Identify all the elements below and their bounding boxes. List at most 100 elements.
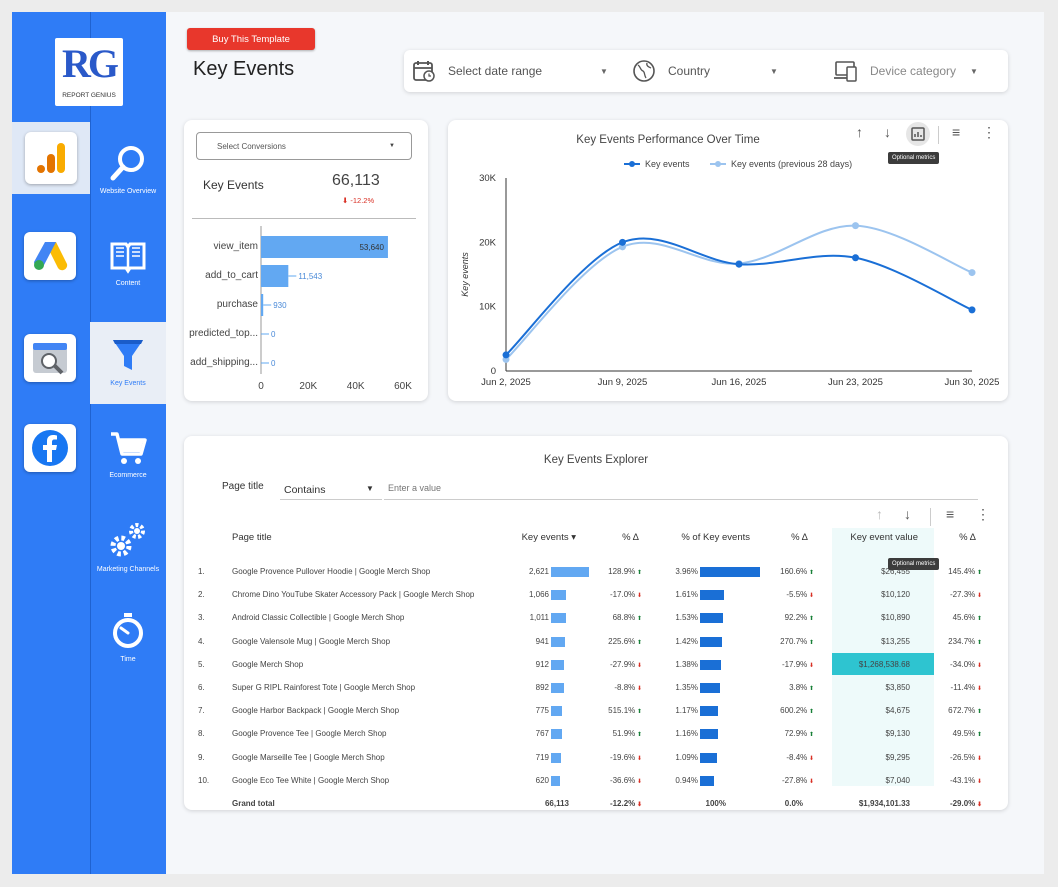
sort-descending-icon[interactable]: ↓ [884,124,891,140]
row-page-title[interactable]: Google Provence Tee | Google Merch Shop [232,729,387,739]
arrow-up-icon: ⬆ [807,639,814,646]
row-page-title[interactable]: Google Valensole Mug | Google Merch Shop [232,636,391,646]
row-key-event-value: $26,455 [881,567,910,576]
inline-bar [551,659,564,670]
filter-value-input[interactable] [384,476,978,500]
arrow-down-icon: ⬇ [635,778,642,785]
nav-item-key-events[interactable]: Key Events [90,322,166,404]
more-options-icon[interactable]: ⋮ [976,506,990,522]
filter-icon[interactable]: ≡ [946,506,955,522]
arrow-up-icon: ⬆ [635,709,642,716]
arrow-up-icon: ⬆ [975,732,982,739]
sort-ascending-icon[interactable]: ↑ [856,124,863,140]
facebook-app[interactable] [24,424,76,472]
filter-bar: Select date range ▼ Country ▼ Device cat… [404,50,1008,92]
chart-title: Key Events Performance Over Time [576,134,760,146]
country-filter[interactable]: Country ▼ [632,50,782,92]
nav-item-content[interactable]: Content [90,224,166,306]
globe-icon [633,60,655,82]
row-page-title[interactable]: Google Provence Pullover Hoodie | Google… [232,567,431,576]
explorer-title: Key Events Explorer [543,454,649,466]
row-key-events: 775 [535,706,549,716]
report-genius-logo[interactable]: RG REPORT GENIUS [55,38,123,106]
legend-label: Key events [645,159,690,169]
bar-category-label: add_shipping... [190,357,258,368]
optional-metrics-tooltip: Optional metrics [888,558,940,570]
row-page-title[interactable]: Android Classic Collectible | Google Mer… [232,613,405,623]
chevron-down-icon: ▼ [970,66,978,76]
series-line [505,224,973,361]
row-page-title[interactable]: Google Harbor Backpack | Google Merch Sh… [232,706,400,716]
row-number: 5. [198,659,205,669]
row-page-title[interactable]: Google Marseille Tee | Google Merch Shop [232,752,385,762]
row-key-events: 2,621 [528,567,549,576]
row-key-event-value: $9,295 [885,752,910,762]
sort-ascending-icon[interactable]: ↑ [876,506,883,522]
nav-item-website-overview[interactable]: Website Overview [90,130,166,212]
grand-total-delta: -29.0% ⬇ [949,799,982,808]
nav-item-time[interactable]: Time [90,596,166,678]
bar-value-label: 0 [271,359,276,368]
column-header-delta[interactable]: % Δ [791,532,808,543]
logo-mark: RG [62,41,119,86]
logo-name: REPORT GENIUS [62,92,116,99]
bar-x-tick-label: 0 [258,381,264,392]
device-category-filter[interactable]: Device category ▼ [834,50,994,92]
series-point [852,254,859,262]
device-category-label: Device category [870,64,957,78]
date-range-filter[interactable]: Select date range ▼ [412,50,616,92]
arrow-up-icon: ⬆ [635,570,642,576]
google-analytics-app[interactable] [12,122,90,194]
select-conversions-dropdown[interactable]: Select Conversions ▼ [196,132,412,160]
row-page-title[interactable]: Chrome Dino YouTube Skater Accessory Pac… [232,590,475,600]
arrow-down-icon: ⬇ [975,593,982,600]
column-header-delta[interactable]: % Δ [959,532,976,543]
search-console-app[interactable] [24,334,76,382]
arrow-down-icon: ⬇ [975,778,982,785]
row-delta: 72.9% ⬆ [784,729,814,739]
row-delta: -8.8% ⬇ [614,683,642,692]
bar-value-label: 0 [271,330,276,339]
row-key-events: 941 [535,636,549,646]
row-page-title[interactable]: Google Eco Tee White | Google Merch Shop [232,775,390,785]
magnifier-icon [110,146,144,181]
bar [261,236,388,258]
series-point [502,351,510,359]
x-tick-label: Jun 9, 2025 [598,377,648,388]
series-point [852,222,859,230]
filter-icon[interactable]: ≡ [952,124,961,140]
column-header-delta[interactable]: % Δ [622,532,639,543]
chevron-down-icon: ▼ [600,66,608,76]
sort-descending-icon[interactable]: ↓ [904,506,911,522]
arrow-down-icon: ⬇ [975,686,982,692]
row-key-events: 767 [535,729,549,739]
y-tick-label: 30K [479,173,497,184]
column-header-pct-key-events[interactable]: % of Key events [681,532,750,543]
bar-category-label: purchase [217,299,259,310]
x-tick-label: Jun 16, 2025 [712,377,767,388]
column-header-key-events[interactable]: Key events ▾ [521,532,576,543]
row-pct-key-events: 1.42% [675,636,698,646]
y-tick-label: 20K [479,237,497,248]
row-pct-key-events: 1.38% [675,659,698,669]
funnel-icon [113,340,143,370]
row-page-title[interactable]: Google Merch Shop [232,659,304,669]
row-key-events: 1,011 [529,613,549,623]
more-options-icon[interactable]: ⋮ [982,124,996,140]
optional-metrics-button[interactable] [906,122,930,146]
grand-total-label: Grand total [232,799,275,808]
column-header-key-event-value[interactable]: Key event value [850,532,918,543]
google-ads-app[interactable] [24,232,76,280]
row-delta: 225.6% ⬆ [608,636,642,646]
row-delta: -8.4% ⬇ [786,752,814,762]
arrow-up-icon: ⬆ [807,709,814,716]
row-key-event-value: $13,255 [881,636,910,646]
row-page-title[interactable]: Super G RIPL Rainforest Tote | Google Me… [232,683,416,692]
nav-item-ecommerce[interactable]: Ecommerce [90,416,166,498]
arrow-down-icon: ⬇ [807,755,814,762]
filter-operator-dropdown[interactable]: Contains ▼ [280,476,382,500]
buy-template-button[interactable]: Buy This Template [187,28,315,50]
x-tick-label: Jun 30, 2025 [945,377,1000,388]
column-header-page-title[interactable]: Page title [232,532,272,543]
nav-item-marketing-channels[interactable]: Marketing Channels [90,506,166,588]
